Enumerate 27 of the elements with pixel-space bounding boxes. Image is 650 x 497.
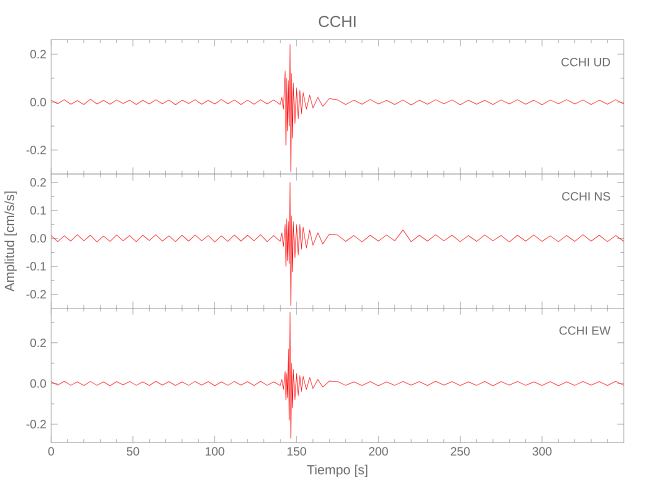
y-tick-label: 0.0 (30, 234, 46, 242)
y-axis-title: Amplitud [cm/s/s] (4, 192, 17, 292)
y-tick-label: -0.1 (26, 262, 46, 270)
y-tick-label: 0.2 (30, 338, 46, 347)
x-tick-label: 50 (126, 447, 140, 456)
y-tick-label: 0.0 (30, 98, 46, 106)
annotation: CCHI NS (562, 192, 610, 200)
x-tick-label: 200 (369, 447, 388, 456)
chart-title: CCHI (318, 16, 356, 28)
x-tick-label: 300 (532, 447, 552, 456)
y-tick-label: 0.0 (30, 379, 46, 388)
line-series (51, 182, 624, 306)
y-tick-label: -0.2 (26, 420, 46, 428)
line-series (51, 44, 624, 172)
y-tick-label: -0.2 (26, 146, 46, 154)
y-tick-label: 0.1 (30, 206, 46, 215)
y-tick-label: 0.2 (30, 178, 46, 187)
x-tick-label: 0 (48, 447, 54, 456)
x-tick-label: 250 (450, 447, 470, 456)
x-tick-label: 150 (288, 447, 306, 456)
y-tick-label: 0.2 (30, 50, 46, 58)
annotation: CCHI UD (561, 58, 610, 66)
x-tick-label: 100 (206, 447, 224, 456)
annotation: CCHI EW (559, 326, 611, 335)
y-tick-label: -0.2 (26, 290, 46, 298)
line-series (51, 312, 624, 439)
x-axis-title: Tiempo [s] (307, 464, 368, 477)
